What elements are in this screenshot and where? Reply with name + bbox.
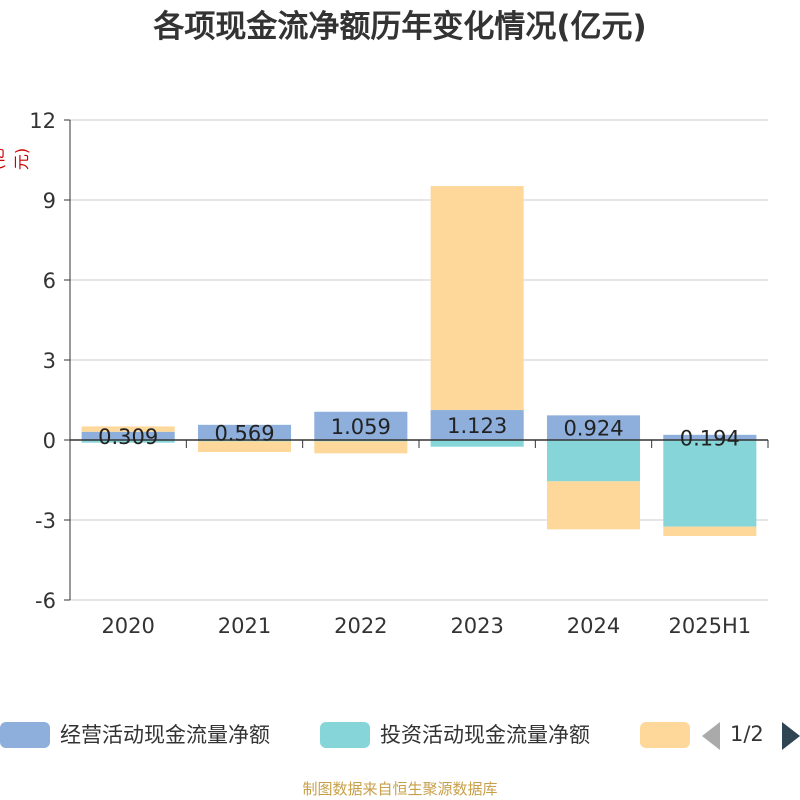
bar-series1-2023 — [430, 410, 524, 440]
y-tick-label: -6 — [35, 589, 56, 613]
data-label-2021: 0.569 — [214, 421, 274, 445]
bar-series3-2025H1 — [663, 526, 757, 536]
x-tick-label-2020: 2020 — [101, 614, 154, 638]
y-tick-label: 9 — [43, 189, 56, 213]
bar-series3-2021 — [197, 441, 292, 452]
bar-series1-2022 — [314, 411, 408, 440]
x-tick-label-2022: 2022 — [334, 614, 387, 638]
data-label-2023: 1.123 — [447, 414, 507, 438]
legend-prev-page-icon[interactable] — [702, 722, 720, 750]
x-tick-label-2021: 2021 — [218, 614, 271, 638]
bar-series2-2023 — [430, 440, 524, 447]
legend-swatch-investing — [320, 722, 370, 748]
y-tick-label: 12 — [29, 109, 56, 133]
bar-series1-2021 — [197, 424, 292, 440]
y-tick-label: 6 — [43, 269, 56, 293]
data-label-2025H1: 0.194 — [680, 426, 740, 450]
bar-series3-2020 — [81, 426, 175, 432]
legend: 经营活动现金流量净额 投资活动现金流量净额 1/2 — [0, 714, 800, 754]
bar-series2-2024 — [546, 440, 641, 482]
legend-page-indicator: 1/2 — [730, 722, 764, 746]
x-tick-label-2025H1: 2025H1 — [669, 614, 752, 638]
bar-series2-2025H1 — [663, 440, 757, 527]
bar-series1-2025H1 — [663, 434, 757, 440]
data-label-2020: 0.309 — [98, 425, 158, 449]
legend-swatch-operating — [0, 722, 50, 748]
legend-swatch-third — [640, 722, 690, 748]
chart-title: 各项现金流净额历年变化情况(亿元) — [153, 9, 647, 45]
data-label-2022: 1.059 — [331, 415, 391, 439]
bar-series1-2024 — [546, 415, 641, 440]
y-tick-label: 3 — [43, 349, 56, 373]
legend-next-page-icon[interactable] — [782, 722, 800, 750]
data-label-2024: 0.924 — [563, 417, 623, 441]
y-tick-label: -3 — [35, 509, 56, 533]
bar-series2-2020 — [81, 440, 175, 443]
bar-series3-2023 — [430, 186, 524, 411]
data-source-note: 制图数据来自恒生聚源数据库 — [302, 780, 498, 798]
x-tick-label-2023: 2023 — [450, 614, 503, 638]
legend-label-operating: 经营活动现金流量净额 — [60, 723, 270, 747]
bar-series1-2020 — [81, 431, 175, 440]
legend-label-investing: 投资活动现金流量净额 — [380, 723, 590, 747]
x-tick-label-2024: 2024 — [567, 614, 620, 638]
y-tick-label: 0 — [43, 429, 56, 453]
bar-series3-2024 — [546, 481, 641, 530]
bar-series3-2022 — [314, 441, 408, 454]
